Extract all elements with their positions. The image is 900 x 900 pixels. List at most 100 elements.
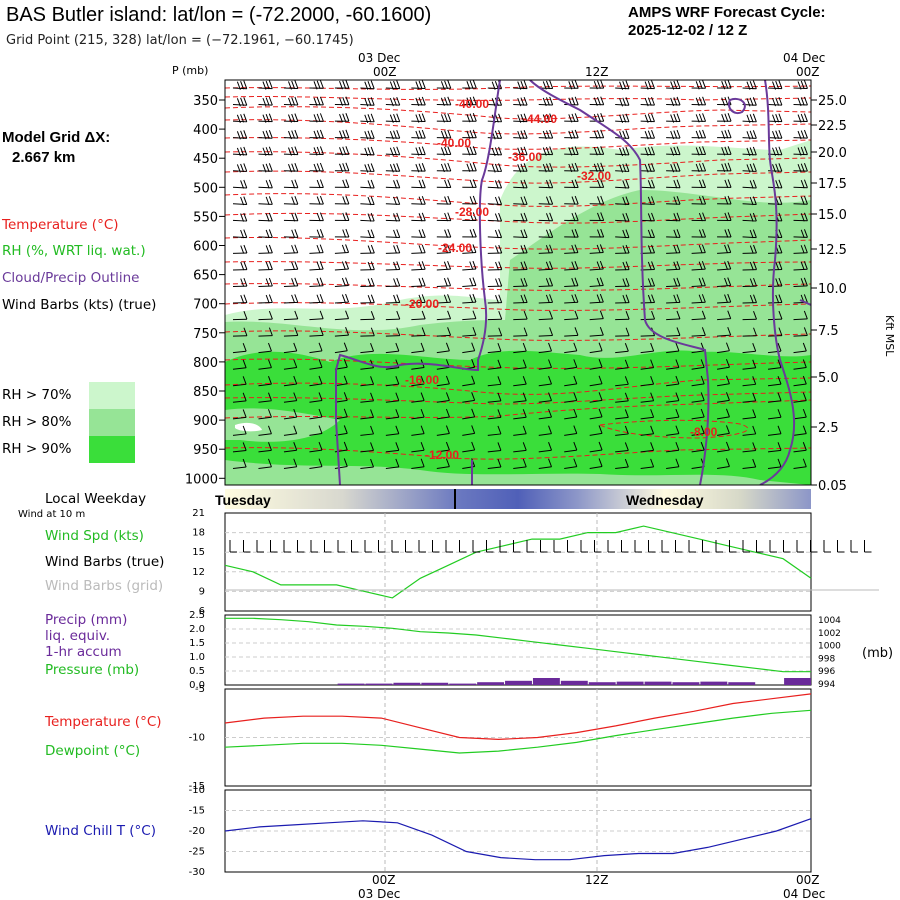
wind-barb-flag — [268, 179, 273, 189]
wind-barb-flag — [803, 162, 808, 172]
wind-barb-flag — [418, 113, 423, 123]
wind-barb-flag — [345, 293, 350, 303]
wind-barb — [793, 162, 808, 173]
wind-barb — [258, 458, 272, 469]
wind-barb-flag — [268, 80, 273, 89]
wind-barb-flag — [319, 162, 324, 172]
wind-barb — [462, 392, 476, 403]
wind-barb-flag — [288, 130, 292, 140]
wind-barb — [385, 163, 401, 173]
wind-barb — [385, 458, 400, 469]
wind-barb-flag — [418, 229, 423, 238]
wind-barb — [436, 260, 452, 271]
wind-barb — [767, 409, 782, 420]
wind-barb-flag — [268, 146, 273, 155]
wind-barb-flag — [472, 179, 477, 188]
wind-barb-flag — [520, 278, 525, 287]
wind-barb-shaft — [640, 383, 654, 387]
wind-barb-flag — [389, 164, 394, 173]
wind-barb-flag — [418, 261, 423, 270]
wind-barb-flag — [265, 80, 270, 90]
wind-barb — [615, 442, 629, 453]
wind-barb-true — [621, 540, 629, 553]
wind-barb-flag — [236, 98, 241, 107]
wind-barb-flag — [597, 146, 601, 155]
wind-barb-flag — [523, 294, 528, 303]
wind-barb-flag — [294, 162, 299, 172]
wind-barb — [717, 293, 732, 304]
wind-barb-flag — [243, 163, 248, 172]
wind-barb-flag — [670, 97, 675, 107]
wind-barb-true — [526, 540, 534, 553]
windchill-tick-label: -25 — [189, 847, 205, 858]
wind-barb-flag — [673, 196, 678, 205]
wind-barb-shaft — [411, 383, 425, 387]
wind-barb-flag — [370, 392, 375, 402]
wind-barb-shaft — [538, 301, 553, 304]
wind-barb — [742, 409, 757, 420]
wind-barb-shaft — [232, 350, 247, 354]
pressure-tick-label: 994 — [818, 680, 835, 690]
precip-bar — [393, 682, 421, 685]
pressure-tick-label: 950 — [193, 443, 218, 458]
wind-barb-flag — [421, 96, 426, 106]
wind-barb-flag — [494, 147, 499, 156]
wind-barb-shaft — [385, 186, 400, 189]
wind-barb-flag — [701, 294, 706, 303]
wind-barb — [283, 162, 299, 173]
wind-barb-flag — [698, 130, 703, 139]
wind-barb-flag — [370, 277, 375, 287]
wind-barb — [640, 376, 655, 387]
wind-barb-flag — [721, 114, 726, 123]
wind-barb-flag — [345, 162, 350, 172]
wind-barb-flag — [676, 146, 681, 155]
wind-barb-flag — [800, 196, 805, 205]
wind-barb-flag — [802, 458, 807, 467]
wind-barb-flag — [447, 162, 452, 172]
wind-barb-flag — [651, 113, 655, 122]
wind-barb-shaft — [462, 432, 475, 436]
wind-barb-flag — [542, 163, 547, 173]
wind-barb — [589, 359, 603, 370]
wind-barb-shaft — [385, 252, 400, 254]
wind-barb-flag — [440, 163, 445, 173]
wind-barb — [615, 196, 630, 206]
wind-barb-flag — [749, 180, 754, 189]
wind-barb-flag — [268, 294, 273, 303]
wind-barb-true — [513, 540, 521, 553]
wind-barb — [258, 310, 273, 321]
wind-barb-flag — [293, 375, 298, 385]
wind-barb-flag — [622, 196, 627, 206]
wind-barb-shaft — [309, 449, 323, 453]
wind-barb-shaft — [258, 318, 273, 321]
wind-barb-flag — [800, 245, 805, 254]
wind-barb — [283, 310, 299, 321]
wind-barb-flag — [267, 409, 272, 418]
wind-barb-flag — [673, 213, 678, 222]
wind-barb-flag — [523, 244, 528, 254]
wind-barb-flag — [471, 458, 476, 467]
wind-barb-flag — [597, 113, 601, 122]
wind-barb-flag — [294, 212, 299, 221]
precip-bar — [421, 682, 449, 685]
wind-barb-flag — [568, 163, 573, 173]
wind-barb — [385, 327, 401, 337]
wind-barb — [436, 441, 450, 453]
wind-barb-flag — [445, 441, 450, 451]
wind-barb-flag — [318, 441, 323, 451]
wind-barb-flag — [650, 409, 655, 418]
wind-barb — [436, 146, 452, 156]
wind-barb-flag — [242, 458, 247, 468]
wind-barb-flag — [495, 245, 499, 254]
wind-barb-shaft — [513, 466, 527, 469]
wind-barb-true — [351, 540, 359, 553]
wind-barb-flag — [701, 260, 706, 270]
wind-barb-flag — [651, 261, 656, 270]
wind-barb-flag — [367, 147, 372, 156]
wind-barb-flag — [267, 359, 272, 368]
wind-barb-flag — [599, 327, 604, 336]
wind-barb-flag — [625, 146, 630, 156]
wind-barb-flag — [396, 229, 401, 238]
isotherm — [225, 330, 811, 341]
wind-barb — [615, 327, 630, 337]
